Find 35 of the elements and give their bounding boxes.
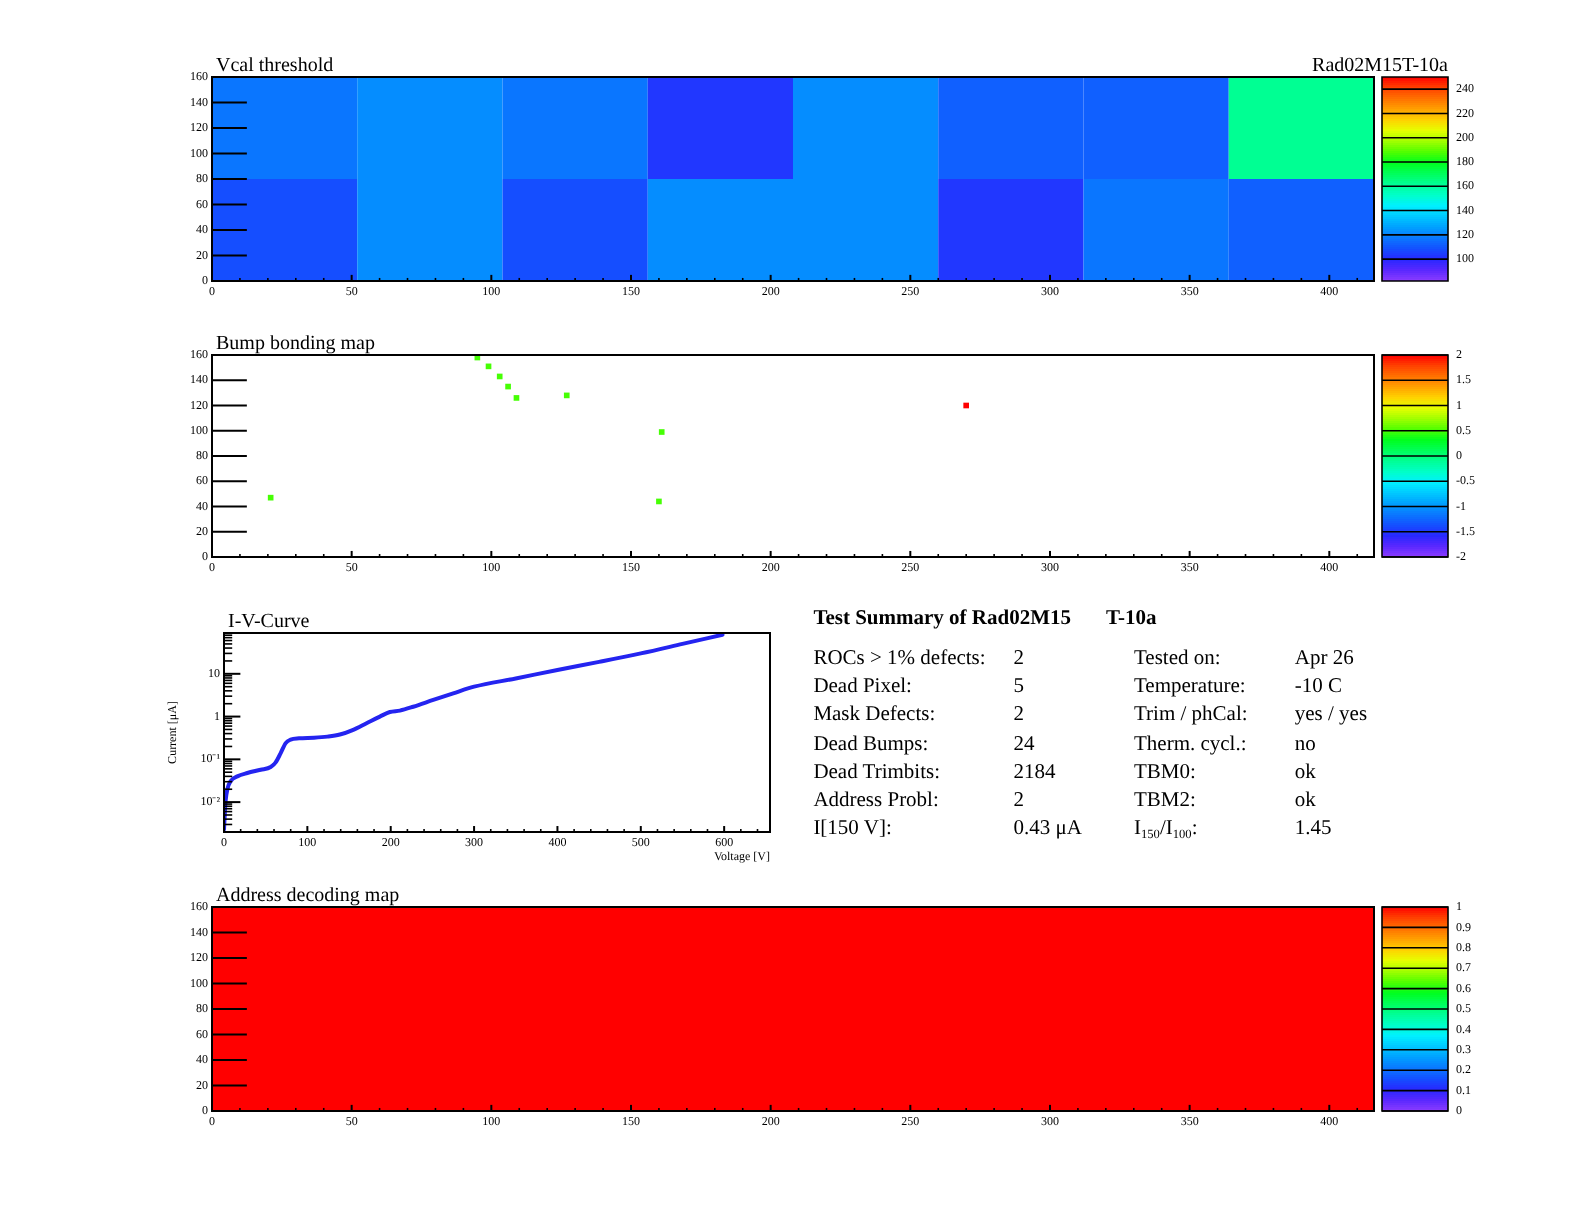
chart-title: I-V-Curve [228,611,311,633]
text: Tested on: [1134,648,1221,672]
text: TBM2: [1134,789,1196,813]
text: 2 [1013,789,1024,813]
text: -10 C [1294,676,1343,700]
text: I[150 V]: [813,817,892,841]
text: Therm. cycl.: [1134,733,1247,756]
text: 24 [1013,733,1035,756]
text: Test Summary of Rad02M15 [813,608,1072,631]
text: no [1294,733,1316,756]
chart-title: Vcal threshold [216,55,334,77]
text: Mask Defects: [813,704,936,728]
text: T-10a [1106,608,1157,631]
text: ok [1294,789,1316,813]
text: TBM0: [1134,761,1196,785]
text: Dead Bumps: [813,733,929,756]
text: Temperature: [1134,676,1246,700]
chart-title: Bump bonding map [216,333,375,355]
text: 5 [1013,676,1024,700]
text: Trim / phCal: [1134,704,1248,728]
text: Dead Pixel: [813,676,912,700]
text: 2184 [1013,761,1056,785]
text: Address Probl: [813,789,939,813]
text: 0.43 μA [1013,817,1082,841]
text: Dead Trimbits: [813,761,940,785]
text: 1.45 [1294,817,1332,841]
chart-title: Address decoding map [216,885,400,907]
text: ROCs > 1% defects: [813,648,986,672]
text: 2 [1013,648,1024,672]
chart-subtitle: Rad02M15T-10a [1312,55,1450,77]
text: ok [1294,761,1316,785]
text: Apr 26 [1294,648,1354,672]
text: yes / yes [1294,704,1368,728]
text: 2 [1013,704,1024,728]
text: I$_{150}$/I$_{100}$: [1134,817,1198,842]
